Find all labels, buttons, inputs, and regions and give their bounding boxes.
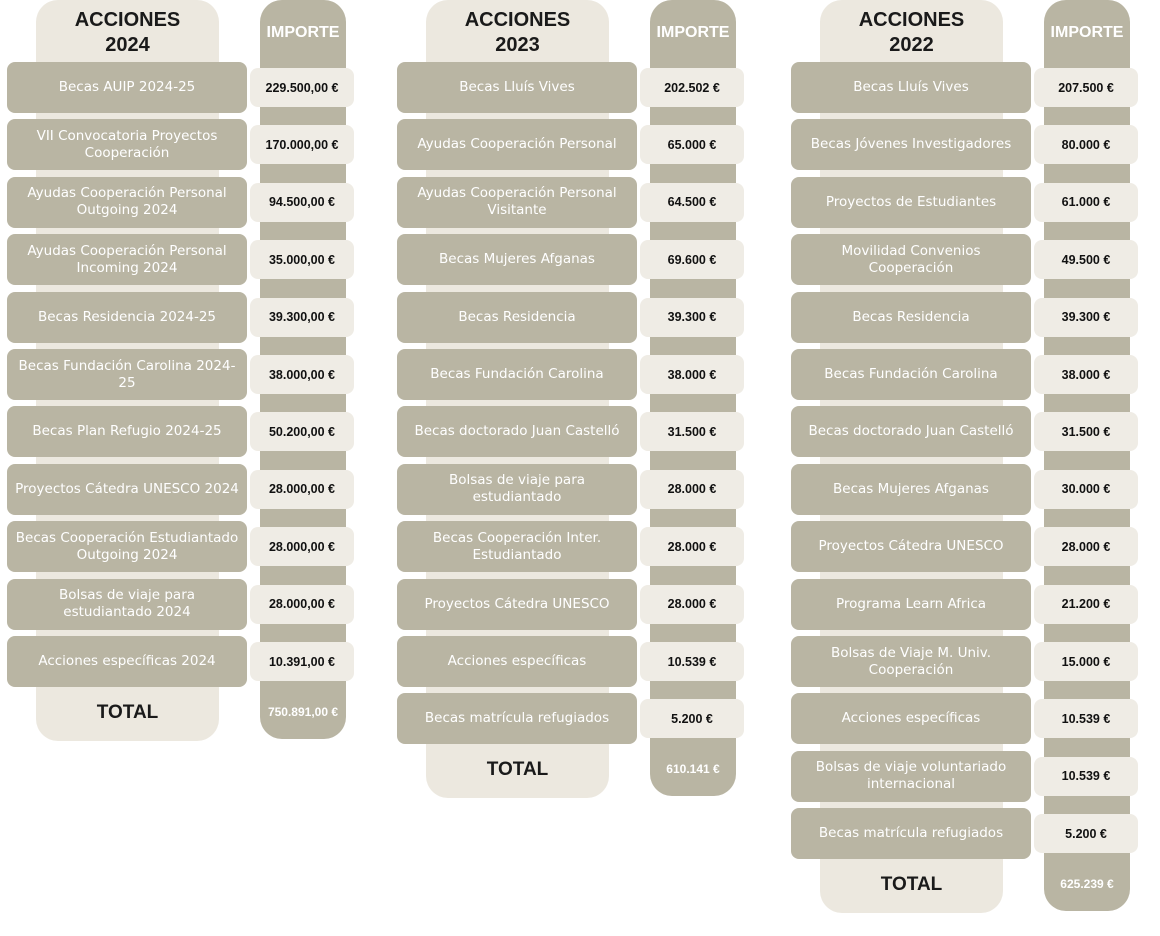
amount-header: IMPORTE (266, 24, 340, 41)
amount-cell: 80.000 € (1034, 125, 1138, 165)
action-label: Acciones específicas (791, 693, 1031, 745)
amount-cell: 28.000,00 € (250, 469, 354, 509)
total-label: TOTAL (880, 874, 943, 896)
amount-cell: 5.200 € (640, 699, 744, 739)
action-label: Becas Mujeres Afganas (397, 234, 637, 286)
amount-cell: 28.000 € (640, 584, 744, 624)
action-label: Becas Jóvenes Investigadores (791, 119, 1031, 171)
action-label: Programa Learn Africa (791, 578, 1031, 630)
amount-cell: 49.500 € (1034, 240, 1138, 280)
action-label: Becas AUIP 2024-25 (7, 62, 247, 113)
column-year: 2023 (495, 34, 540, 56)
action-label: Becas Cooperación Inter. Estudiantado (397, 521, 637, 573)
amount-cell: 207.500 € (1034, 68, 1138, 107)
amount-cell: 39.300 € (640, 297, 744, 337)
action-label: Becas matrícula refugiados (791, 808, 1031, 860)
action-label: Acciones específicas (397, 636, 637, 687)
action-label: Becas Fundación Carolina (397, 349, 637, 400)
amount-cell: 94.500,00 € (250, 182, 354, 222)
action-label: Becas doctorado Juan Castelló (791, 406, 1031, 458)
amount-cell: 21.200 € (1034, 584, 1138, 624)
amount-cell: 61.000 € (1034, 182, 1138, 222)
amount-cell: 28.000 € (1034, 527, 1138, 567)
total-label: TOTAL (486, 759, 549, 781)
amount-cell: 28.000,00 € (250, 584, 354, 624)
amount-cell: 28.000 € (640, 527, 744, 567)
amount-cell: 38.000,00 € (250, 355, 354, 394)
amount-cell: 35.000,00 € (250, 240, 354, 280)
amount-cell: 170.000,00 € (250, 125, 354, 165)
action-label: Becas Cooperación Estudiantado Outgoing … (7, 521, 247, 573)
amount-cell: 5.200 € (1034, 814, 1138, 854)
amount-cell: 28.000 € (640, 469, 744, 509)
action-label: Becas Plan Refugio 2024-25 (7, 406, 247, 458)
column-title: ACCIONES (74, 9, 181, 31)
action-label: VII Convocatoria Proyectos Cooperación (7, 119, 247, 171)
action-label: Becas Lluís Vives (397, 62, 637, 113)
amount-cell: 10.391,00 € (250, 642, 354, 681)
action-label: Acciones específicas 2024 (7, 636, 247, 687)
column-year: 2024 (105, 34, 150, 56)
amount-cell: 38.000 € (640, 355, 744, 394)
action-label: Becas Fundación Carolina (791, 349, 1031, 400)
amount-cell: 39.300 € (1034, 297, 1138, 337)
action-label: Proyectos Cátedra UNESCO (791, 521, 1031, 573)
total-label: TOTAL (96, 702, 159, 723)
amount-cell: 64.500 € (640, 182, 744, 222)
amount-cell: 30.000 € (1034, 469, 1138, 509)
column-title: ACCIONES (858, 9, 965, 31)
amount-cell: 229.500,00 € (250, 68, 354, 107)
action-label: Becas Residencia (791, 291, 1031, 343)
action-label: Becas Fundación Carolina 2024-25 (7, 349, 247, 400)
amount-cell: 10.539 € (640, 642, 744, 681)
amount-cell: 202.502 € (640, 68, 744, 107)
amount-cell: 31.500 € (1034, 412, 1138, 452)
action-label: Bolsas de viaje para estudiantado (397, 463, 637, 515)
column-title: ACCIONES (464, 9, 571, 31)
action-label: Bolsas de Viaje M. Univ. Cooperación (791, 636, 1031, 687)
amount-cell: 38.000 € (1034, 355, 1138, 394)
action-label: Becas Mujeres Afganas (791, 463, 1031, 515)
action-label: Bolsas de viaje voluntariado internacion… (791, 750, 1031, 802)
action-label: Movilidad Convenios Cooperación (791, 234, 1031, 286)
action-label: Proyectos Cátedra UNESCO (397, 578, 637, 630)
action-label: Becas Residencia (397, 291, 637, 343)
total-amount: 610.141 € (666, 762, 720, 777)
column-year: 2022 (889, 34, 934, 56)
amount-cell: 50.200,00 € (250, 412, 354, 452)
amount-cell: 31.500 € (640, 412, 744, 452)
action-label: Becas matrícula refugiados (397, 693, 637, 745)
action-label: Ayudas Cooperación Personal (397, 119, 637, 171)
action-label: Ayudas Cooperación Personal Visitante (397, 176, 637, 228)
action-label: Bolsas de viaje para estudiantado 2024 (7, 578, 247, 630)
amount-cell: 69.600 € (640, 240, 744, 280)
action-label: Becas doctorado Juan Castelló (397, 406, 637, 458)
action-label: Ayudas Cooperación Personal Outgoing 202… (7, 176, 247, 228)
amount-cell: 65.000 € (640, 125, 744, 165)
amount-cell: 39.300,00 € (250, 297, 354, 337)
amount-cell: 15.000 € (1034, 642, 1138, 681)
action-label: Becas Residencia 2024-25 (7, 291, 247, 343)
action-label: Proyectos de Estudiantes (791, 176, 1031, 228)
amount-header: IMPORTE (1050, 24, 1124, 41)
action-label: Ayudas Cooperación Personal Incoming 202… (7, 234, 247, 286)
action-label: Becas Lluís Vives (791, 62, 1031, 113)
amount-cell: 10.539 € (1034, 756, 1138, 796)
amount-header: IMPORTE (656, 24, 730, 41)
amount-cell: 28.000,00 € (250, 527, 354, 567)
amount-cell: 10.539 € (1034, 699, 1138, 739)
action-label: Proyectos Cátedra UNESCO 2024 (7, 463, 247, 515)
total-amount: 625.239 € (1060, 877, 1114, 892)
total-amount: 750.891,00 € (267, 705, 339, 719)
